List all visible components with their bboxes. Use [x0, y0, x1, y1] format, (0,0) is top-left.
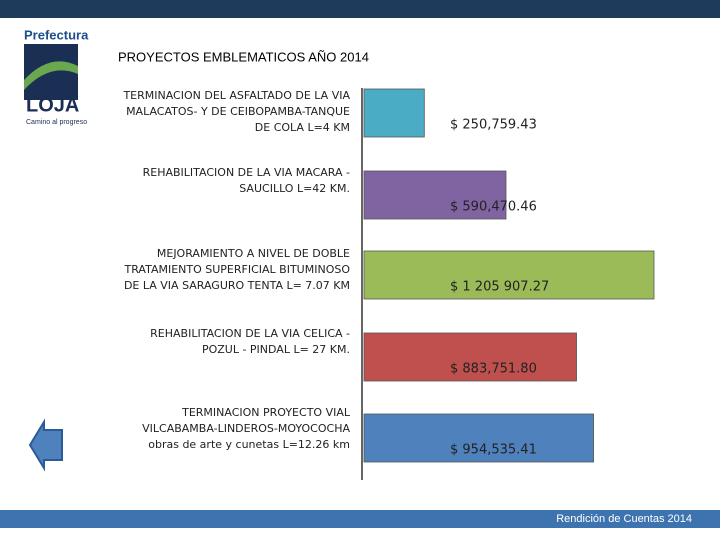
bar [363, 88, 425, 138]
value-label: $ 954,535.41 [450, 443, 537, 458]
bottom-band [0, 510, 720, 528]
category-label: TERMINACION DEL ASFALTADO DE LA VIA MALA… [123, 89, 350, 134]
bar [363, 332, 577, 382]
value-label: $ 250,759.43 [450, 118, 537, 133]
category-label: REHABILITACION DE LA VIA CELICA - POZUL … [150, 327, 350, 356]
back-button[interactable] [28, 418, 63, 472]
logo-shape [24, 44, 78, 100]
value-label: $ 590,470.46 [450, 200, 537, 215]
value-label: $ 1 205 907.27 [450, 280, 549, 295]
bar [363, 250, 655, 300]
category-label: TERMINACION PROYECTO VIAL VILCABAMBA-LIN… [142, 406, 350, 451]
logo-name: Prefectura [24, 27, 89, 42]
category-label: REHABILITACION DE LA VIA MACARA - SAUCIL… [142, 166, 350, 195]
logo-slogan: Camino al progreso [26, 119, 87, 126]
footer-text: Rendición de Cuentas 2014 [556, 513, 692, 525]
logo-title: LOJA [26, 94, 79, 116]
category-label: MEJORAMIENTO A NIVEL DE DOBLE TRATAMIENT… [123, 247, 350, 292]
bar [363, 170, 507, 220]
chart-title: PROYECTOS EMBLEMATICOS AÑO 2014 [118, 49, 369, 64]
value-label: $ 883,751.80 [450, 362, 537, 377]
logo-road [24, 61, 78, 90]
bar [363, 413, 594, 463]
top-band [0, 0, 720, 18]
